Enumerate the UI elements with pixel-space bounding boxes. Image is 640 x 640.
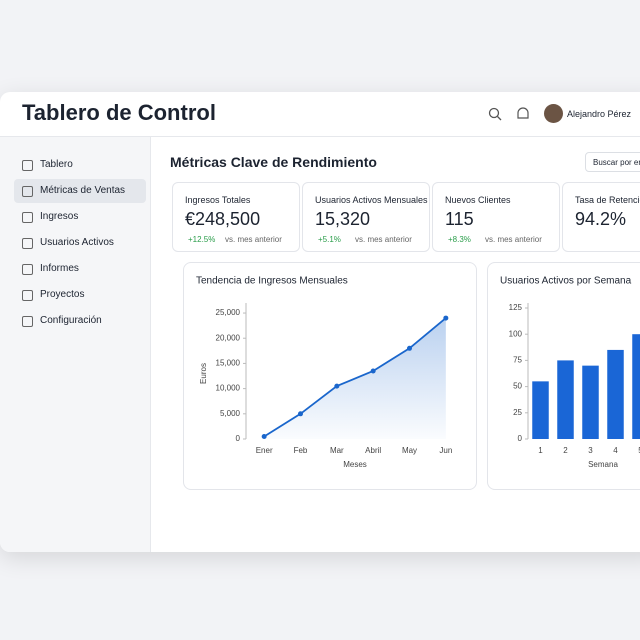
line-point — [443, 315, 449, 321]
kpi-change: +12.5% — [188, 235, 216, 244]
chart-panel: Usuarios Activos por Semana 0 25 50 75 100 125… — [487, 262, 640, 490]
kpi-label: Ingresos Totales — [185, 195, 251, 205]
header: Tablero de Control Alejandro Pérez — [0, 92, 640, 137]
nav-item[interactable]: Usuarios Activos — [14, 231, 146, 255]
x-tick-label: 1 — [538, 446, 543, 455]
kpi-note: vs. mes anterior — [225, 235, 282, 244]
line — [263, 317, 447, 438]
search-box[interactable]: Buscar por em — [585, 152, 640, 172]
kpi-value: 15,320 — [315, 209, 371, 229]
x-tick-label: 4 — [613, 446, 618, 455]
chart: Tendencia de Ingresos Mensuales 0 5,000 10,… — [196, 276, 452, 469]
kpi-change: +8.3% — [448, 235, 471, 244]
chart-panel: Tendencia de Ingresos Mensuales 0 5,000 10,… — [183, 262, 477, 490]
section-title: Métricas Clave de Rendimiento — [170, 154, 377, 170]
x-tick-label: 2 — [563, 446, 568, 455]
y-tick-label: 50 — [513, 382, 522, 391]
kpi-card: Ingresos Totales €248,500 +12.5% vs. mes an… — [172, 182, 300, 252]
y-tick-label: 20,000 — [216, 333, 241, 342]
y-tick-label: 5,000 — [220, 409, 241, 418]
nav-item[interactable]: Métricas de Ventas — [14, 179, 146, 203]
kpi-card: Tasa de Retención 94.2% — [562, 182, 640, 252]
x-axis-label: Meses — [343, 460, 367, 469]
kpi-card: Nuevos Clientes 115 +8.3% vs. mes anterior — [432, 182, 560, 252]
bar — [582, 365, 599, 439]
kpi-change: +5.1% — [318, 235, 341, 244]
kpi-note: vs. mes anterior — [355, 235, 412, 244]
kpi-card: Usuarios Activos Mensuales 15,320 +5.1% vs.… — [302, 182, 430, 252]
y-axis-label: Euros — [199, 363, 208, 384]
chart-title: Tendencia de Ingresos Mensuales — [196, 276, 348, 287]
nav-item[interactable]: Tablero — [14, 153, 146, 177]
x-tick-label: 5 — [638, 446, 640, 455]
nav-item[interactable]: Ingresos — [14, 205, 146, 229]
x-tick-label: Abril — [365, 446, 381, 455]
kpi-value: €248,500 — [185, 209, 261, 229]
kpi-note: vs. mes anterior — [485, 235, 542, 244]
kpi-value: 94.2% — [575, 209, 627, 229]
chart-title: Usuarios Activos por Semana — [500, 276, 632, 287]
app-title: Tablero de Control — [22, 100, 216, 125]
kpi-label: Usuarios Activos Mensuales — [315, 195, 428, 205]
bar — [607, 349, 624, 439]
nav-item[interactable]: Proyectos — [14, 283, 146, 307]
kpi-label: Nuevos Clientes — [445, 195, 511, 205]
x-tick-label: Feb — [294, 446, 308, 455]
sidebar: Tablero Métricas de Ventas Ingresos Usuario… — [0, 137, 151, 552]
dashboard: Tablero de Control Alejandro Pérez Table… — [0, 92, 640, 552]
header-icons[interactable] — [488, 107, 534, 123]
line-point — [261, 433, 267, 439]
avatar[interactable] — [544, 104, 563, 123]
y-tick-label: 25 — [513, 408, 522, 417]
bar — [557, 360, 574, 439]
nav-item[interactable]: Informes — [14, 257, 146, 281]
y-tick-label: 0 — [236, 434, 241, 443]
x-tick-label: Ener — [256, 446, 273, 455]
chart: Usuarios Activos por Semana0255075100125… — [500, 276, 640, 469]
x-tick-label: Jun — [439, 446, 452, 455]
x-tick-label: 3 — [588, 446, 593, 455]
line-point — [298, 411, 303, 417]
x-tick-label: Mar — [330, 446, 344, 455]
y-tick-label: 10,000 — [216, 384, 241, 393]
kpi-label: Tasa de Retención — [575, 195, 640, 205]
line-point — [370, 368, 376, 374]
y-tick-label: 100 — [509, 329, 523, 338]
bar — [632, 334, 640, 439]
x-axis-label: Semana — [588, 460, 618, 469]
kpi-value: 115 — [445, 209, 474, 229]
y-tick-label: 0 — [518, 434, 523, 443]
user-name[interactable]: Alejandro Pérez — [567, 109, 632, 119]
y-tick-label: 125 — [509, 303, 523, 312]
y-tick-label: 75 — [513, 356, 522, 365]
line-point — [334, 383, 340, 389]
nav-item[interactable]: Configuración — [14, 309, 146, 333]
y-tick-label: 25,000 — [216, 308, 241, 317]
bar — [532, 381, 549, 439]
x-tick-label: May — [402, 446, 417, 455]
y-tick-label: 15,000 — [216, 359, 241, 368]
line-point — [407, 345, 412, 351]
